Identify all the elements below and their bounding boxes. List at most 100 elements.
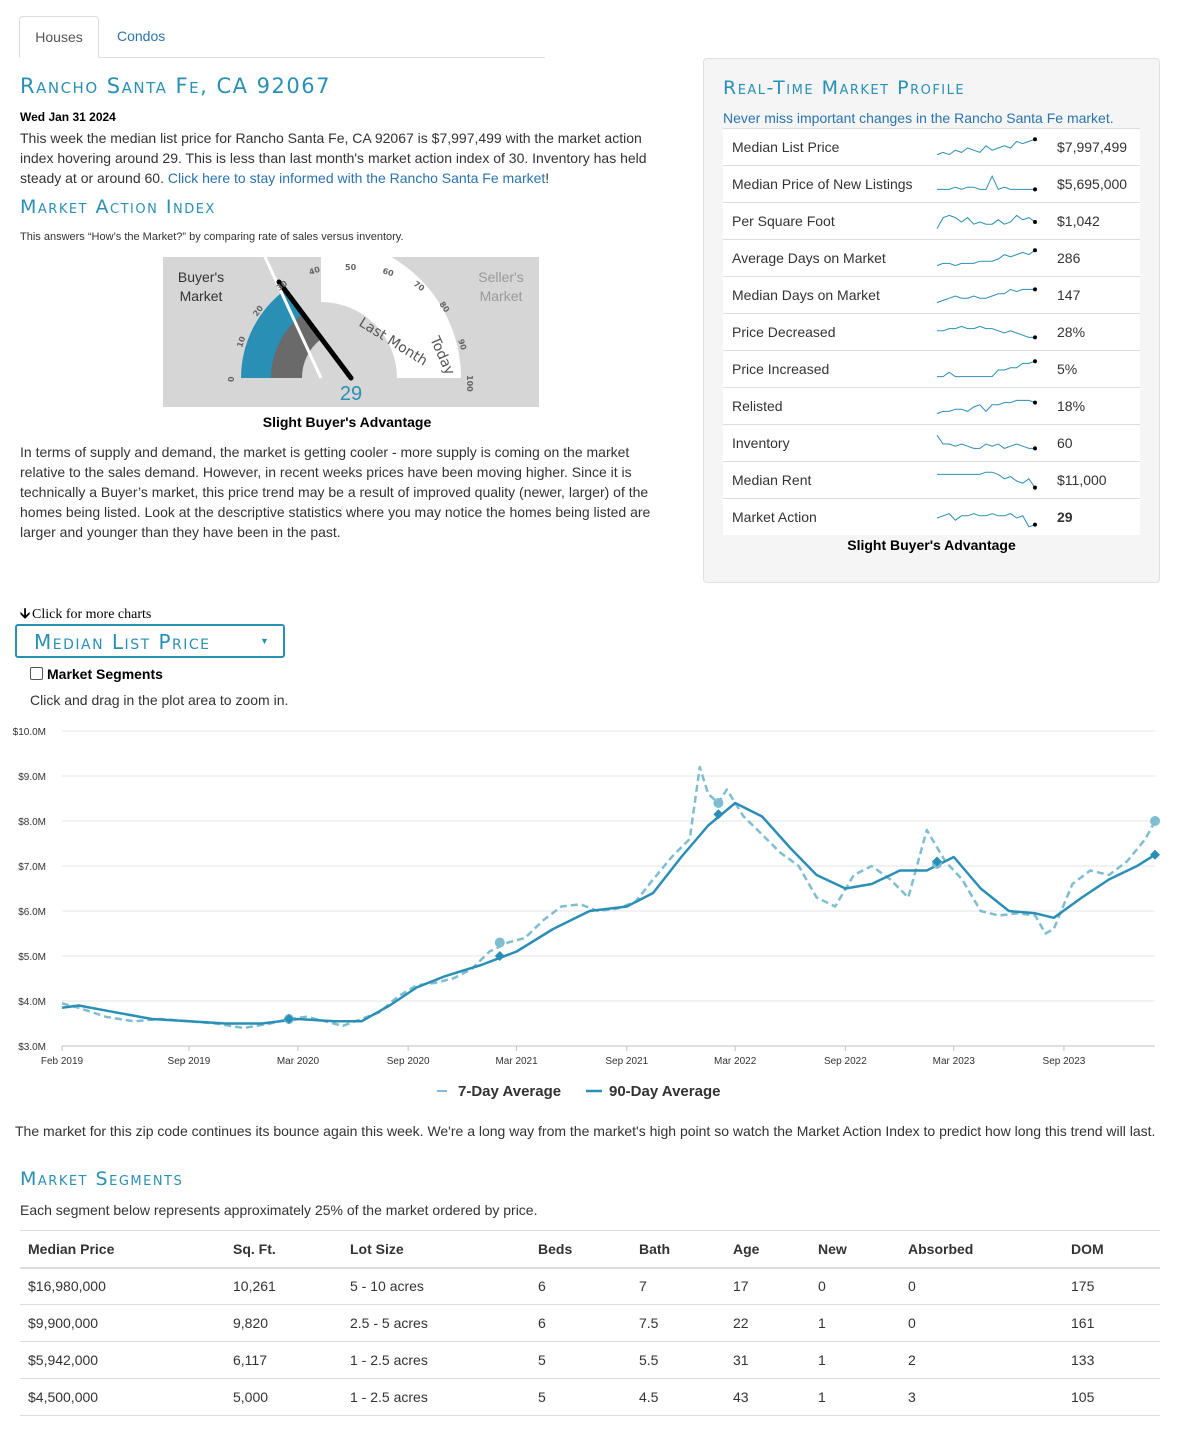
- profile-row[interactable]: Relisted 18%: [723, 387, 1140, 424]
- buyers-label-line1: Buyer's: [177, 269, 225, 285]
- market-segments-toggle[interactable]: Market Segments: [30, 666, 163, 682]
- gauge-tick: 100: [465, 375, 474, 392]
- buyers-market-label: Buyer's Market: [163, 268, 239, 306]
- median-list-price-chart[interactable]: $3.0M $4.0M $5.0M $6.0M $7.0M $8.0M $9.0M $10.0…: [0, 715, 1184, 1110]
- profile-row[interactable]: Price Decreased 28%: [723, 313, 1140, 350]
- more-charts-label: Click for more charts: [32, 607, 152, 622]
- market-segments-checkbox-label: Market Segments: [47, 666, 163, 682]
- profile-row-label: Median Rent: [732, 472, 812, 488]
- sparkline: [936, 513, 1037, 528]
- sparkline: [936, 287, 1037, 304]
- profile-row[interactable]: Per Square Foot $1,042: [723, 202, 1140, 239]
- segments-row: $4,500,000 5,000 1 - 2.5 acres 5 4.5 43 1 3 105: [20, 1378, 1160, 1416]
- segments-cell: 43: [725, 1378, 810, 1416]
- data-point-marker: [713, 809, 724, 820]
- profile-row-label: Median Price of New Listings: [732, 176, 913, 192]
- seller-arc: [321, 238, 461, 378]
- sparkline: [937, 325, 1037, 340]
- segments-cell: 3: [900, 1378, 1063, 1416]
- profile-row[interactable]: Average Days on Market 286: [723, 239, 1140, 276]
- y-tick-label: $8.0M: [18, 817, 46, 828]
- sparkline-endpoint: [1033, 359, 1037, 364]
- zoom-hint: Click and drag in the plot area to zoom …: [30, 692, 289, 708]
- profile-row-label: Market Action: [732, 509, 817, 525]
- mai-heading: Market Action Index: [20, 196, 216, 218]
- segments-cell: 17: [725, 1267, 810, 1305]
- mai-caption: Slight Buyer's Advantage: [262, 414, 432, 430]
- stay-informed-link[interactable]: Click here to stay informed with the Ran…: [167, 170, 546, 186]
- sparkline: [936, 248, 1037, 267]
- tab-condos[interactable]: Condos: [117, 28, 166, 44]
- profile-row-value: 5%: [1057, 361, 1078, 377]
- today-needle-tail: [263, 256, 323, 379]
- x-tick-label: Feb 2019: [41, 1056, 84, 1067]
- profile-row-label: Median Days on Market: [732, 287, 880, 303]
- segments-column-header: Median Price: [20, 1230, 225, 1269]
- y-tick-label: $4.0M: [18, 997, 46, 1008]
- segments-cell: 5.5: [631, 1341, 725, 1379]
- segments-cell: 6: [530, 1304, 631, 1342]
- buyers-label-line2: Market: [179, 288, 223, 304]
- sellers-label-line2: Market: [479, 288, 523, 304]
- profile-row[interactable]: Median Days on Market 147: [723, 276, 1140, 313]
- series-line-7-day: [61, 765, 1157, 1030]
- profile-caption: Slight Buyer's Advantage: [847, 537, 1016, 553]
- profile-table: Median List Price $7,997,499 Median Price …: [723, 128, 1140, 535]
- sparkline: [936, 137, 1037, 156]
- segments-cell: 161: [1063, 1304, 1160, 1342]
- profile-row[interactable]: Market Action 29: [723, 498, 1140, 535]
- segments-cell: 22: [725, 1304, 810, 1342]
- sparkline: [936, 434, 1037, 451]
- summary-link-suffix: !: [545, 170, 550, 186]
- profile-row-value: 18%: [1057, 398, 1086, 414]
- profile-row-value: 28%: [1057, 324, 1086, 340]
- segments-row: $9,900,000 9,820 2.5 - 5 acres 6 7.5 22 1 0 161: [20, 1304, 1160, 1342]
- profile-row-value: 29: [1057, 509, 1073, 525]
- tab-houses[interactable]: Houses: [19, 16, 99, 58]
- segments-column-header: DOM: [1063, 1230, 1160, 1269]
- profile-subtitle-link[interactable]: Never miss important changes in the Ranc…: [723, 110, 1114, 126]
- data-point-marker: [931, 856, 942, 867]
- sparkline-path: [937, 175, 1035, 191]
- profile-row-value: $11,000: [1057, 472, 1107, 488]
- sparkline: [937, 471, 1037, 490]
- chart-selector-label: Median List Price: [34, 630, 211, 654]
- data-point-marker: [1150, 849, 1160, 860]
- market-segments-checkbox[interactable]: [30, 667, 43, 680]
- segments-cell: 31: [725, 1341, 810, 1379]
- data-point-marker: [283, 1014, 294, 1024]
- profile-row[interactable]: Median Rent $11,000: [723, 461, 1140, 498]
- sparkline-path: [936, 434, 1035, 449]
- segments-cell: $5,942,000: [20, 1341, 225, 1379]
- legend-label-7-day: 7-Day Average: [458, 1083, 561, 1100]
- location-title: Rancho Santa Fe, CA 92067: [20, 74, 331, 98]
- segments-cell: $4,500,000: [20, 1378, 225, 1416]
- profile-row[interactable]: Median Price of New Listings $5,695,000: [723, 165, 1140, 202]
- x-tick-label: Mar 2021: [495, 1056, 538, 1067]
- segments-cell: $16,980,000: [20, 1267, 225, 1305]
- segments-cell: 1 - 2.5 acres: [342, 1341, 530, 1379]
- profile-row[interactable]: Price Increased 5%: [723, 350, 1140, 387]
- segments-cell: 1: [810, 1341, 900, 1379]
- more-charts-link[interactable]: 🡫 Click for more charts: [20, 603, 151, 627]
- caret-down-icon: ▼: [260, 636, 269, 646]
- profile-row-value: $5,695,000: [1057, 176, 1128, 192]
- gauge-tick: 10: [235, 335, 247, 349]
- profile-row[interactable]: Median List Price $7,997,499: [723, 128, 1140, 165]
- y-tick-label: $7.0M: [18, 862, 46, 873]
- x-tick-label: Mar 2023: [933, 1056, 976, 1067]
- profile-row-value: $1,042: [1057, 213, 1100, 229]
- profile-row[interactable]: Inventory 60: [723, 424, 1140, 461]
- market-analysis: In terms of supply and demand, the marke…: [20, 444, 651, 540]
- segments-cell: 7: [631, 1267, 725, 1305]
- sellers-market-label: Seller's Market: [463, 268, 539, 306]
- sparkline-endpoint: [1033, 522, 1037, 527]
- x-tick-label: Sep 2021: [605, 1056, 648, 1067]
- segments-cell: 175: [1063, 1267, 1160, 1305]
- profile-row-value: $7,997,499: [1057, 139, 1128, 155]
- segments-cell: $9,900,000: [20, 1304, 225, 1342]
- chart-selector-dropdown[interactable]: Median List Price ▼: [15, 624, 285, 658]
- data-point-marker: [494, 937, 505, 948]
- profile-row-label: Average Days on Market: [732, 250, 886, 266]
- segments-cell: 105: [1063, 1378, 1160, 1416]
